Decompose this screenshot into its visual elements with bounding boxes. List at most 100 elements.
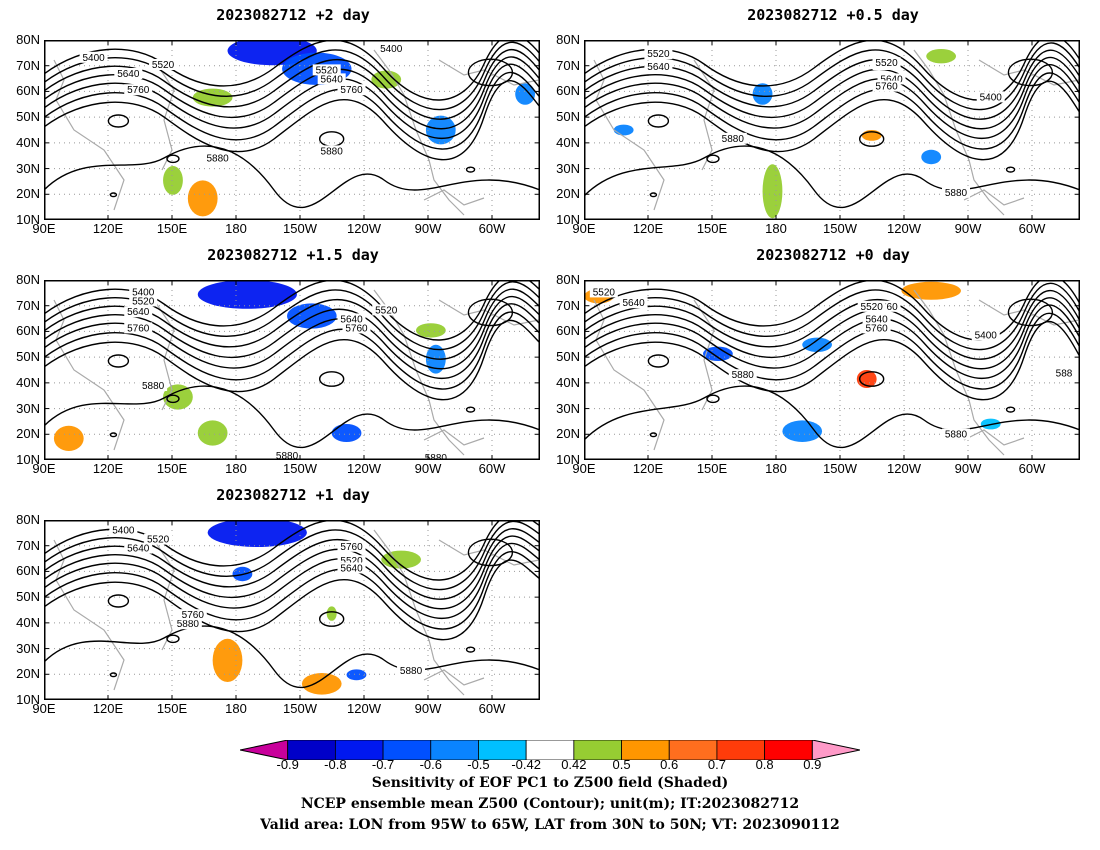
lon-tick-label: 90E [32,221,56,236]
lat-tick-label: 50N [16,349,40,365]
lat-tick-label: 20N [16,186,40,202]
map-frame [584,40,1080,220]
lat-tick-label: 70N [16,297,40,313]
contour-label: 5760 [127,323,150,334]
lat-tick-label: 80N [16,32,40,47]
lat-tick-label: 50N [556,109,580,125]
lon-tick-label: 90W [414,701,442,716]
sensitivity-shading [613,49,956,219]
contour-label: 5760 [866,323,889,334]
lat-tick-label: 80N [16,272,40,287]
contour-label: 5640 [340,314,363,325]
lon-tick-label: 120E [92,701,124,716]
lon-tick-label: 120W [347,701,381,716]
contour-label: 5520 [147,535,170,546]
colorbar [239,739,861,761]
contour-label: 5760 [345,323,368,334]
contour-label: 5760 [875,82,898,93]
lon-tick-label: 90E [32,701,56,716]
lat-tick-label: 30N [16,400,40,416]
contour-label: 5880 [945,430,968,441]
lat-tick-label: 60N [16,563,40,579]
lon-tick-label: 90W [954,461,982,476]
lat-tick-label: 40N [556,134,580,150]
lon-tick-label: 150W [283,221,317,236]
lon-tick-label: 120E [92,221,124,236]
gridlines [44,40,540,220]
contour-label: 5640 [127,307,150,318]
lat-tick-label: 10N [16,212,40,227]
map-panel-p0: 5520 5640 5760 5880 5520 5640 5760 5400 5880 588 [583,275,1081,461]
lat-tick-label: 50N [16,109,40,125]
colorbar-right-arrow [811,739,861,761]
contour-label: 5760 [340,542,363,553]
lon-tick-label: 150W [283,701,317,716]
lat-tick-label: 40N [16,134,40,150]
lat-tick-label: 60N [556,83,580,99]
contour-label: 5520 [593,287,616,298]
colorbar-svg [239,739,861,761]
lat-tick-label: 40N [556,374,580,390]
lat-tick-label: 60N [16,323,40,339]
lon-tick-label: 180 [765,221,787,236]
panel-title-p1: 2023082712 +1 day [216,486,370,504]
colorbar-tick-label: -0.5 [467,757,490,772]
contour-label: 588 [1056,368,1073,379]
panel-title-p15: 2023082712 +1.5 day [207,246,379,264]
contour-label: 5400 [975,331,998,342]
colorbar-tick-label: 0.5 [612,757,631,772]
contour-label: 5640 [622,298,645,309]
lon-tick-label: 90W [414,461,442,476]
lat-tick-label: 80N [556,272,580,287]
lat-tick-label: 60N [16,83,40,99]
lat-tick-label: 80N [556,32,580,47]
lat-tick-label: 40N [16,614,40,630]
contour-label: 5880 [142,381,165,392]
contour-label: 5520 [647,49,670,60]
colorbar-tick-label: 0.6 [660,757,679,772]
contour-label: 5520 [316,65,339,76]
contour-label: 5400 [980,92,1003,103]
contour-label: 5520 [340,556,363,567]
panel-title-p0: 2023082712 +0 day [756,246,910,264]
contour-label: 5880 [206,154,229,165]
contour-label: 5640 [647,62,670,73]
lon-tick-label: 90W [414,221,442,236]
lat-tick-label: 10N [16,692,40,707]
lat-tick-label: 70N [16,57,40,73]
lat-tick-label: 20N [16,426,40,442]
lon-tick-label: 150E [156,221,188,236]
lon-tick-label: 150W [283,461,317,476]
contour-label: 5520 [375,305,398,316]
lat-tick-label: 10N [556,212,580,227]
lon-tick-label: 180 [225,221,247,236]
lat-tick-label: 20N [16,666,40,682]
lat-tick-label: 10N [556,452,580,467]
colorbar-tick-label: -0.42 [511,757,541,772]
contour-label: 5880 [276,451,299,460]
lon-tick-label: 150E [696,461,728,476]
contour-label: 5760 [127,85,150,96]
lon-tick-label: 120W [887,221,921,236]
lat-tick-label: 20N [556,186,580,202]
contour-label: 5400 [112,526,135,537]
contour-label: 5880 [722,134,745,145]
contour-label: 5880 [732,370,755,381]
colorbar-tick-label: 0.8 [755,757,774,772]
lon-tick-label: 120E [92,461,124,476]
lon-tick-label: 60W [478,221,506,236]
lat-tick-label: 30N [16,160,40,176]
contour-label: 5400 [132,287,155,298]
colorbar-tick-label: -0.9 [276,757,299,772]
lon-tick-label: 180 [225,461,247,476]
footer-caption-contour: NCEP ensemble mean Z500 (Contour); unit(… [300,796,800,812]
contour-label: 5880 [321,146,344,157]
footer-caption-valid-area: Valid area: LON from 95W to 65W, LAT fro… [260,817,840,833]
lon-tick-label: 150E [156,461,188,476]
lat-tick-label: 70N [556,57,580,73]
lon-tick-label: 180 [765,461,787,476]
